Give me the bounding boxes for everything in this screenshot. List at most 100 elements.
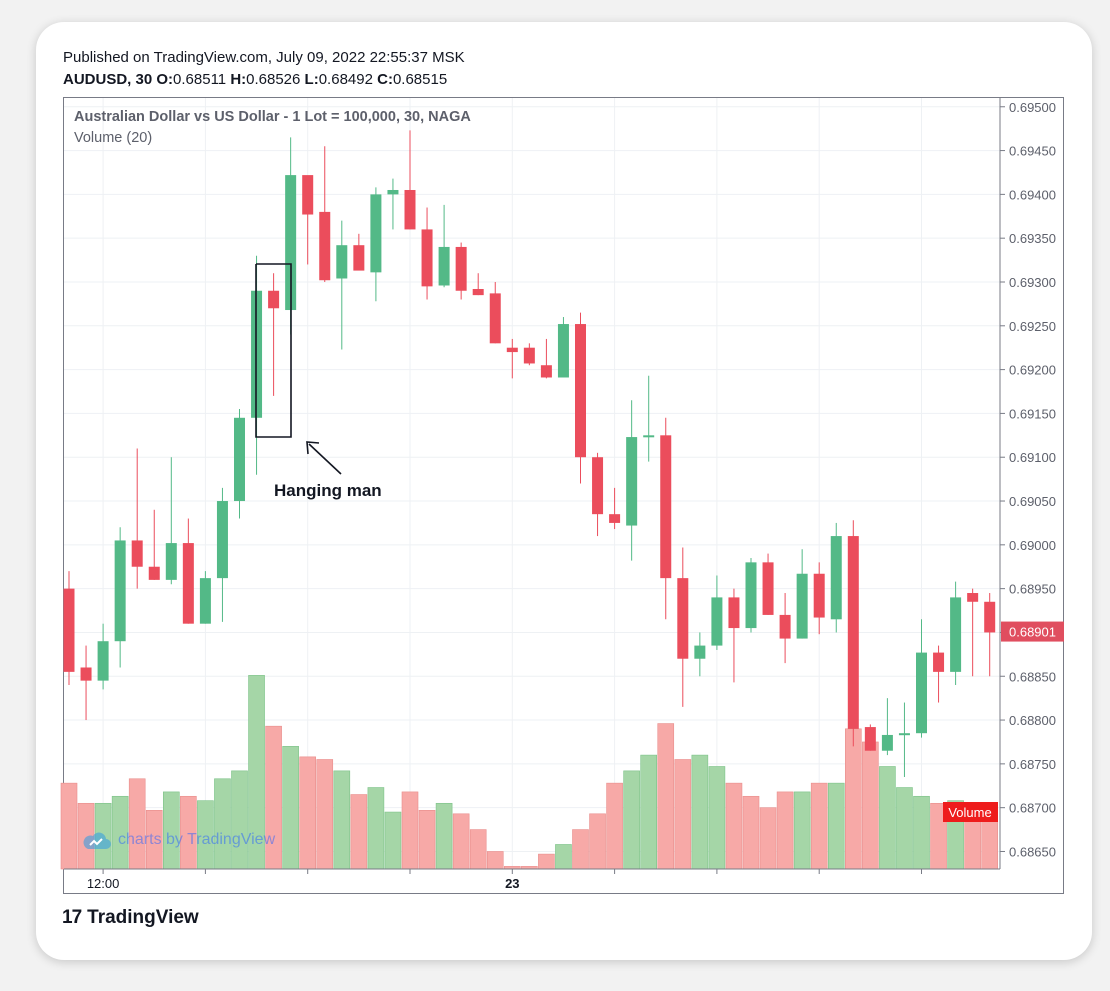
chart-frame[interactable] <box>63 97 1064 894</box>
volume-bar <box>793 791 811 870</box>
volume-bar <box>486 851 504 870</box>
candle-body <box>609 514 621 523</box>
candle-body <box>489 293 501 344</box>
candle-body <box>216 501 228 579</box>
candle-body <box>830 536 842 620</box>
volume-bar <box>555 844 572 870</box>
candle-body <box>63 588 75 672</box>
y-tick-label: 0.69300 <box>1009 275 1056 290</box>
volume-bar <box>214 778 231 870</box>
volume-layer <box>60 675 999 870</box>
candles-layer <box>63 130 996 778</box>
volume-legend[interactable]: Volume (20) <box>74 130 153 146</box>
volume-bar <box>674 759 692 870</box>
candle-body <box>80 667 92 681</box>
volume-bar <box>691 754 709 870</box>
candle-body <box>557 324 569 378</box>
annotation-arrow-head <box>306 441 320 455</box>
tv-logo-text: TradingView <box>87 907 199 928</box>
y-tick-label: 0.69150 <box>1009 406 1056 421</box>
volume-bar <box>384 811 402 870</box>
volume-bar <box>810 782 828 870</box>
volume-bar <box>862 741 879 870</box>
low-label: L: <box>304 71 319 88</box>
open-label: O: <box>156 71 174 88</box>
volume-bar <box>657 723 675 870</box>
tradingview-watermark[interactable]: charts by TradingView <box>80 829 275 851</box>
y-tick-label: 0.69400 <box>1009 187 1056 202</box>
instrument-legend[interactable]: Australian Dollar vs US Dollar - 1 Lot =… <box>74 109 471 125</box>
candle-body <box>114 540 126 642</box>
candle-body <box>779 614 791 639</box>
volume-bar <box>469 829 487 870</box>
volume-bar <box>333 770 351 870</box>
volume-bar <box>623 770 640 870</box>
candle-body <box>660 435 672 579</box>
close-label: C: <box>377 71 393 88</box>
candle-body <box>950 597 962 672</box>
volume-bar <box>913 795 930 870</box>
volume-bar <box>452 813 470 870</box>
hanging-man-box <box>255 263 292 438</box>
candle-body <box>131 540 143 567</box>
y-tick-label: 0.68850 <box>1009 669 1056 684</box>
candle-body <box>472 288 484 296</box>
close-value: 0.68515 <box>392 71 448 88</box>
high-value: 0.68526 <box>246 71 301 88</box>
volume-bar <box>367 787 385 870</box>
volume-bar <box>350 794 368 870</box>
candle-body <box>711 597 723 646</box>
volume-bar <box>589 813 606 870</box>
y-tick-label: 0.68950 <box>1009 582 1056 597</box>
candle-body <box>643 435 655 438</box>
candle-body <box>847 536 859 729</box>
low-value: 0.68492 <box>318 71 373 88</box>
y-tick-label: 0.69450 <box>1009 144 1056 159</box>
volume-bar <box>742 795 760 870</box>
x-tick-label: 12:00 <box>87 876 120 891</box>
y-tick-label: 0.68700 <box>1009 801 1056 816</box>
y-tick-label: 0.69500 <box>1009 100 1056 115</box>
candle-body <box>285 175 297 311</box>
candle-body <box>796 573 808 639</box>
candle-body <box>148 566 160 580</box>
volume-bar <box>879 766 896 870</box>
last-price-tag <box>1001 621 1064 642</box>
candle-body <box>592 457 604 515</box>
candle-body <box>268 290 280 309</box>
candle-body <box>438 246 450 286</box>
last-price-label: 0.68901 <box>1009 625 1056 640</box>
y-tick-label: 0.69350 <box>1009 231 1056 246</box>
volume-bar <box>827 782 845 870</box>
volume-bar <box>299 756 317 870</box>
volume-bar <box>418 809 436 870</box>
y-tick-label: 0.69200 <box>1009 363 1056 378</box>
volume-bar <box>844 728 862 870</box>
candle-body <box>677 578 689 659</box>
volume-bar <box>896 787 913 870</box>
volume-bar <box>316 759 334 870</box>
y-tick-label: 0.69250 <box>1009 319 1056 334</box>
candle-body <box>523 347 535 364</box>
annotation-arrow-shaft <box>308 443 342 475</box>
candle-body <box>421 229 433 287</box>
volume-bar <box>606 782 623 870</box>
x-tick-label: 23 <box>505 876 519 891</box>
candle-body <box>455 246 467 291</box>
candle-body <box>626 437 638 526</box>
y-tick-label: 0.68800 <box>1009 713 1056 728</box>
candle-body <box>387 189 399 195</box>
hanging-man-label: Hanging man <box>274 481 382 500</box>
published-line: Published on TradingView.com, July 09, 2… <box>63 49 465 66</box>
annotation-layer: Hanging man <box>255 263 382 500</box>
volume-bar <box>60 782 78 870</box>
tv-logo-icon: 17 <box>62 907 82 928</box>
candle-body <box>540 365 552 378</box>
candle-body <box>864 727 876 751</box>
open-value: 0.68511 <box>173 71 227 88</box>
tradingview-logo[interactable]: 17 TradingView <box>62 905 199 931</box>
y-tick-label: 0.68750 <box>1009 757 1056 772</box>
candle-body <box>916 652 927 734</box>
candle-body <box>165 543 177 580</box>
